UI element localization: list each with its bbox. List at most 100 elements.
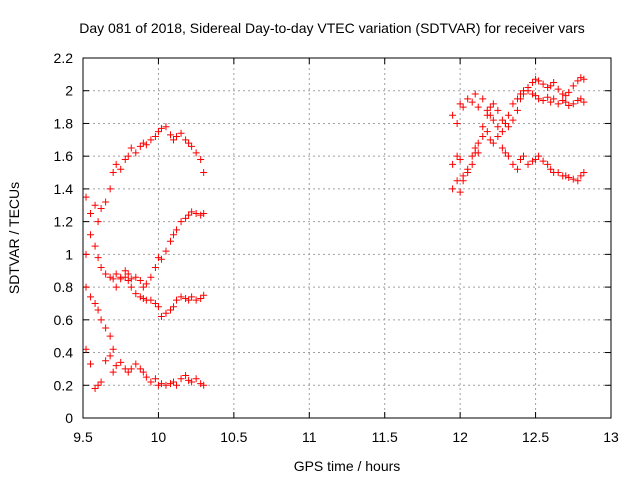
data-point — [200, 209, 208, 217]
data-point — [185, 139, 193, 147]
data-point — [166, 131, 174, 139]
data-point — [154, 128, 162, 136]
data-point — [166, 380, 174, 388]
x-tick-label: 9.5 — [73, 429, 93, 445]
data-point — [459, 172, 467, 180]
y-axis-title: SDTVAR / TECUs — [6, 182, 22, 294]
data-point — [456, 188, 464, 196]
data-point — [574, 77, 582, 85]
data-point — [562, 92, 570, 100]
data-point — [139, 139, 147, 147]
data-point — [87, 293, 95, 301]
data-point — [94, 381, 102, 389]
data-point — [489, 139, 497, 147]
data-point — [459, 103, 467, 111]
data-point — [142, 280, 150, 288]
plot-frame — [82, 57, 612, 419]
data-point — [112, 362, 120, 370]
data-point — [139, 368, 147, 376]
data-point — [529, 90, 537, 98]
data-point — [154, 303, 162, 311]
chart-title: Day 081 of 2018, Sidereal Day-to-day VTE… — [79, 20, 585, 36]
data-point — [501, 149, 509, 157]
data-point — [509, 100, 517, 108]
data-point — [121, 155, 129, 163]
data-point — [147, 296, 155, 304]
y-tick-label: 1.8 — [54, 115, 74, 131]
data-point — [524, 87, 532, 95]
data-point — [162, 309, 170, 317]
data-point — [539, 157, 547, 165]
data-point — [97, 263, 105, 271]
data-point — [504, 152, 512, 160]
data-point — [464, 165, 472, 173]
data-point — [498, 128, 506, 136]
data-point — [173, 296, 181, 304]
data-point — [82, 193, 90, 201]
data-point — [516, 90, 524, 98]
data-point — [504, 123, 512, 131]
data-point — [147, 136, 155, 144]
data-point — [504, 111, 512, 119]
data-point — [569, 175, 577, 183]
data-point — [142, 141, 150, 149]
data-point — [94, 254, 102, 262]
y-tick-label: 0.8 — [54, 279, 74, 295]
data-point — [166, 237, 174, 245]
data-point — [121, 267, 129, 275]
data-point — [109, 345, 117, 353]
data-point — [185, 296, 193, 304]
y-tick-label: 0 — [65, 410, 73, 426]
y-tick-label: 1.4 — [54, 181, 74, 197]
data-point — [200, 169, 208, 177]
data-point — [547, 165, 555, 173]
data-point — [102, 357, 110, 365]
data-point — [471, 90, 479, 98]
x-tick-label: 10.5 — [220, 429, 247, 445]
data-point — [539, 97, 547, 105]
data-point — [97, 378, 105, 386]
data-point — [456, 155, 464, 163]
data-point — [127, 144, 135, 152]
data-point — [91, 242, 99, 250]
data-point — [544, 160, 552, 168]
data-point — [498, 116, 506, 124]
data-point — [121, 365, 129, 373]
x-tick-label: 11 — [302, 429, 317, 445]
data-point — [192, 149, 200, 157]
data-point — [124, 270, 132, 278]
data-point — [577, 95, 585, 103]
data-point — [94, 306, 102, 314]
data-point — [151, 263, 159, 271]
data-point — [580, 98, 588, 106]
data-point — [562, 172, 570, 180]
series-arc-a — [82, 123, 208, 226]
data-point — [117, 358, 125, 366]
data-point — [87, 231, 95, 239]
data-point — [188, 378, 196, 386]
data-point — [182, 136, 190, 144]
data-point — [124, 368, 132, 376]
data-point — [486, 103, 494, 111]
data-point — [529, 79, 537, 87]
data-point — [574, 97, 582, 105]
data-point — [529, 157, 537, 165]
data-point — [173, 381, 181, 389]
data-point — [91, 299, 99, 307]
data-point — [151, 133, 159, 141]
series-arc-g — [449, 87, 588, 196]
grid-lines — [83, 58, 611, 418]
data-point — [188, 293, 196, 301]
data-point — [109, 275, 117, 283]
data-point — [197, 380, 205, 388]
data-point — [132, 360, 140, 368]
data-point — [453, 152, 461, 160]
data-point — [82, 345, 90, 353]
data-point — [547, 82, 555, 90]
data-point — [106, 352, 114, 360]
data-point — [577, 172, 585, 180]
data-point — [509, 160, 517, 168]
data-point — [173, 226, 181, 234]
x-tick-label: 12.5 — [522, 429, 549, 445]
data-point — [154, 381, 162, 389]
